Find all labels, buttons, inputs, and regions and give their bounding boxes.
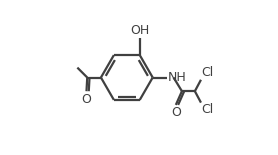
Text: Cl: Cl (202, 66, 214, 79)
Text: NH: NH (168, 71, 187, 84)
Text: O: O (171, 106, 181, 119)
Text: O: O (81, 93, 91, 106)
Text: OH: OH (130, 24, 149, 37)
Text: Cl: Cl (202, 103, 214, 116)
